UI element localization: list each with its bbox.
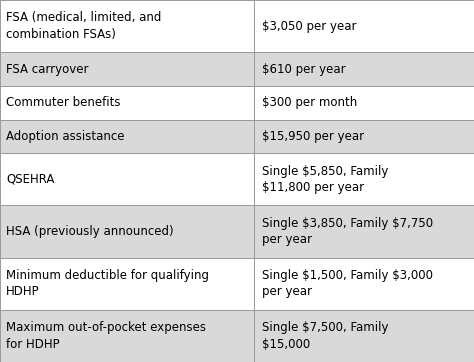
Text: $300 per month: $300 per month (262, 96, 357, 109)
Text: $3,050 per year: $3,050 per year (262, 20, 356, 33)
Text: HSA (previously announced): HSA (previously announced) (6, 225, 174, 238)
Text: FSA carryover: FSA carryover (6, 63, 89, 76)
Bar (254, 310, 474, 362)
Bar (254, 119, 474, 153)
Bar (0, 153, 254, 205)
Text: FSA (medical, limited, and
combination FSAs): FSA (medical, limited, and combination F… (6, 11, 162, 41)
Bar (254, 52, 474, 86)
Text: Minimum deductible for qualifying
HDHP: Minimum deductible for qualifying HDHP (6, 269, 209, 298)
Bar (254, 86, 474, 119)
Text: Maximum out-of-pocket expenses
for HDHP: Maximum out-of-pocket expenses for HDHP (6, 321, 206, 351)
Text: QSEHRA: QSEHRA (6, 173, 55, 186)
Text: Single $3,850, Family $7,750
per year: Single $3,850, Family $7,750 per year (262, 217, 433, 246)
Text: $15,950 per year: $15,950 per year (262, 130, 364, 143)
Bar (0, 86, 254, 119)
Bar (0, 0, 254, 52)
Text: Commuter benefits: Commuter benefits (6, 96, 121, 109)
Text: $610 per year: $610 per year (262, 63, 346, 76)
Bar (254, 0, 474, 52)
Bar (254, 153, 474, 205)
Bar (0, 205, 254, 258)
Text: Single $5,850, Family
$11,800 per year: Single $5,850, Family $11,800 per year (262, 165, 389, 194)
Text: Single $1,500, Family $3,000
per year: Single $1,500, Family $3,000 per year (262, 269, 433, 298)
Bar (0, 52, 254, 86)
Bar (254, 258, 474, 310)
Text: Single $7,500, Family
$15,000: Single $7,500, Family $15,000 (262, 321, 389, 351)
Bar (0, 310, 254, 362)
Text: Adoption assistance: Adoption assistance (6, 130, 125, 143)
Bar (0, 258, 254, 310)
Bar (254, 205, 474, 258)
Bar (0, 119, 254, 153)
